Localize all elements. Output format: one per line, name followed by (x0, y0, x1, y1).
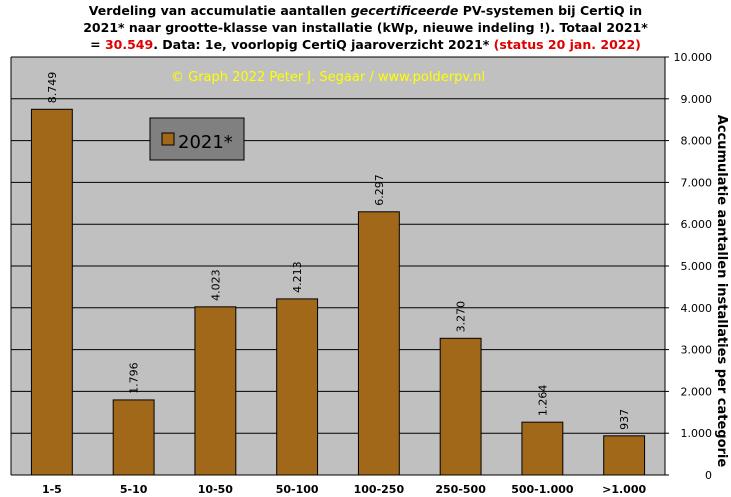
total-value: 30.549 (104, 37, 154, 52)
watermark: © Graph 2022 Peter J. Segaar / www.polde… (171, 70, 485, 85)
bar-50-100 (276, 298, 319, 476)
y-tick-label: 9.000 (681, 93, 713, 106)
value-label: 1.264 (536, 385, 549, 417)
value-label: 4.213 (291, 261, 304, 293)
title-line-3: = 30.549. Data: 1e, voorlopig CertiQ jaa… (90, 37, 641, 52)
x-tick-label: 250-500 (435, 483, 486, 496)
title-line-1: Verdeling van accumulatie aantallen gece… (88, 3, 643, 18)
title-line-2: 2021* naar grootte-klasse van installati… (83, 20, 648, 35)
bar->1.000 (603, 435, 646, 476)
y-tick-label: 7.000 (681, 176, 713, 189)
value-label: 4.023 (209, 269, 222, 301)
value-label: 6.297 (373, 174, 386, 206)
value-labels: 8.749 1.796 4.023 4.213 6.297 3.270 1.264 937 (46, 72, 631, 430)
value-label: 8.749 (46, 72, 59, 104)
y-tick-label: 6.000 (681, 218, 713, 231)
y-tick-label: 10.000 (674, 51, 713, 64)
legend: 2021* (149, 117, 245, 161)
bar-10-50 (194, 306, 237, 476)
x-tick-label: 100-250 (354, 483, 405, 496)
x-tick-labels: 1-5 5-10 10-50 50-100 100-250 250-500 500-1.00… (42, 483, 647, 496)
x-tick-label: 500-1.000 (511, 483, 574, 496)
bar-500-1.000 (521, 421, 564, 476)
y-tick-label: 3.000 (681, 344, 713, 357)
x-tick-label: 1-5 (42, 483, 62, 496)
bar-1-5 (30, 108, 73, 476)
y-axis-label: Accumulatie aantallen installaties per c… (714, 115, 729, 468)
y-tick-label: 8.000 (681, 135, 713, 148)
status-date: (status 20 jan. 2022) (493, 37, 641, 52)
y-tick-labels: 0 1.000 2.000 3.000 4.000 5.000 6.000 7.000 8.00… (665, 51, 712, 482)
x-tick-label: 5-10 (120, 483, 148, 496)
y-tick-label: 4.000 (681, 302, 713, 315)
chart-title: Verdeling van accumulatie aantallen gece… (0, 2, 731, 53)
value-label: 1.796 (128, 362, 141, 394)
x-tick-label: >1.000 (602, 483, 646, 496)
y-tick-label: 0 (705, 469, 712, 482)
bars (30, 108, 646, 476)
legend-swatch (161, 132, 175, 146)
legend-label: 2021* (178, 132, 233, 153)
x-tick-label: 10-50 (198, 483, 234, 496)
bar-250-500 (439, 337, 482, 476)
bar-5-10 (112, 399, 155, 476)
y-tick-label: 1.000 (681, 427, 713, 440)
legend-box (149, 117, 245, 161)
x-tick-label: 50-100 (276, 483, 319, 496)
bar-100-250 (357, 211, 400, 476)
y-tick-label: 5.000 (681, 260, 713, 273)
value-label: 3.270 (455, 301, 468, 333)
y-tick-label: 2.000 (681, 385, 713, 398)
value-label: 937 (618, 409, 631, 430)
